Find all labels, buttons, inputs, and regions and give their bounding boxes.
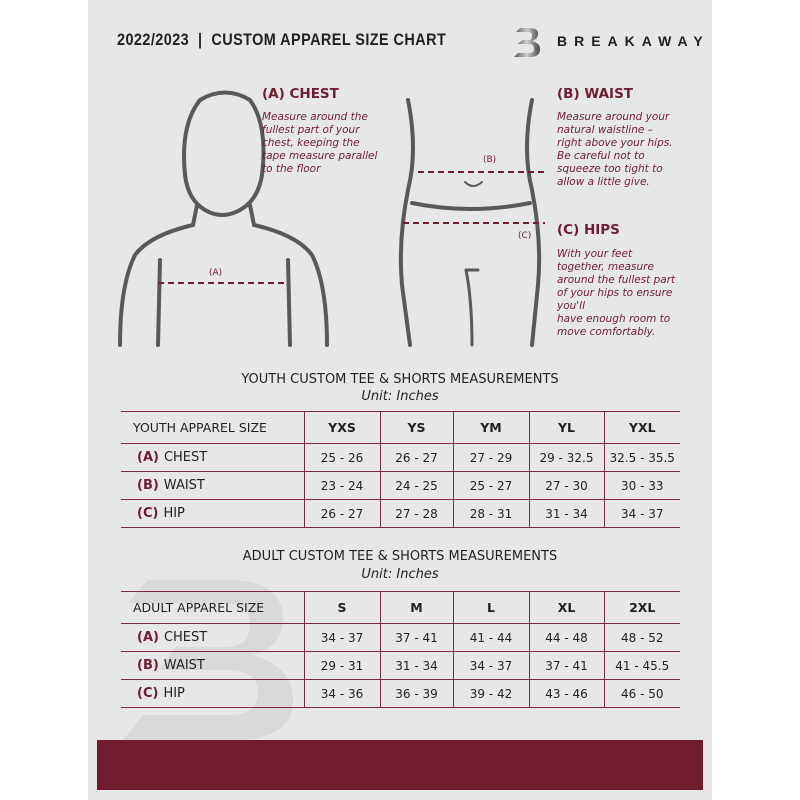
measurement-code: (C) xyxy=(137,506,159,521)
table-row: (B) WAIST 29 - 31 31 - 34 34 - 37 37 - 41 41 -… xyxy=(121,651,680,680)
chest-instructions: Measure around the fullest part of your … xyxy=(262,111,378,175)
measurement-name: CHEST xyxy=(163,630,208,645)
youth-table-title: YOUTH CUSTOM TEE & SHORTS MEASUREMENTS xyxy=(241,372,559,387)
measurement-label: (B) WAIST xyxy=(121,651,304,680)
table-row: (A) CHEST 25 - 26 26 - 27 27 - 29 29 - 32.5 32… xyxy=(121,443,680,472)
measurement-name: HIP xyxy=(163,506,185,521)
size-column-header: YXL xyxy=(603,411,680,444)
measurement-value: 24 - 25 xyxy=(379,471,453,500)
measurement-value: 26 - 27 xyxy=(379,443,453,472)
waist-instructions: Measure around your natural waistline – … xyxy=(557,111,673,188)
measurement-value: 27 - 30 xyxy=(528,471,604,500)
table-row: (C) HIP 34 - 36 36 - 39 39 - 42 43 - 46 46 - 5… xyxy=(121,679,680,708)
size-column-header: YS xyxy=(379,411,453,444)
measurement-value: 25 - 26 xyxy=(303,443,380,472)
adult-table-unit: Unit: Inches xyxy=(361,567,439,582)
measurement-value: 32.5 - 35.5 xyxy=(603,443,680,472)
table-header-row: ADULT APPAREL SIZE S M L XL 2XL xyxy=(121,591,680,624)
size-column-header: YXS xyxy=(303,411,380,444)
measurement-code: (B) xyxy=(137,658,159,673)
size-column-header: 2XL xyxy=(603,591,680,624)
measurement-name: CHEST xyxy=(163,450,208,465)
upper-body-figure xyxy=(118,90,329,347)
page-title: 2022/2023 | CUSTOM APPAREL SIZE CHART xyxy=(117,30,447,49)
breakaway-logo-icon xyxy=(514,28,540,57)
waist-heading: (B) WAIST xyxy=(557,86,634,102)
size-column-header: L xyxy=(452,591,529,624)
table-row: (A) CHEST 34 - 37 37 - 41 41 - 44 44 - 48 48 -… xyxy=(121,623,680,652)
hips-instructions: With your feet together, measure around … xyxy=(557,248,676,338)
measurement-value: 29 - 31 xyxy=(303,651,380,680)
measurement-value: 23 - 24 xyxy=(303,471,380,500)
lower-body-figure xyxy=(398,98,542,347)
measurement-value: 46 - 50 xyxy=(603,679,680,708)
measurement-value: 29 - 32.5 xyxy=(528,443,604,472)
table-row: (C) HIP 26 - 27 27 - 28 28 - 31 31 - 34 34 - 3… xyxy=(121,499,680,528)
measurement-value: 44 - 48 xyxy=(528,623,604,652)
measurement-value: 27 - 29 xyxy=(452,443,529,472)
size-column-header: S xyxy=(303,591,380,624)
table-header-row: YOUTH APPAREL SIZE YXS YS YM YL YXL xyxy=(121,411,680,444)
youth-size-table: YOUTH APPAREL SIZE YXS YS YM YL YXL (A) CHEST 25… xyxy=(121,411,680,528)
measurement-value: 37 - 41 xyxy=(528,651,604,680)
hips-heading: (C) HIPS xyxy=(557,222,620,238)
size-column-header: YL xyxy=(528,411,604,444)
measurement-value: 36 - 39 xyxy=(379,679,453,708)
measurement-value: 34 - 37 xyxy=(452,651,529,680)
chest-heading: (A) CHEST xyxy=(262,86,339,102)
measurement-value: 34 - 36 xyxy=(303,679,380,708)
chest-marker: (A) xyxy=(209,268,223,278)
measurement-label: (C) HIP xyxy=(121,679,304,708)
measurement-value: 39 - 42 xyxy=(452,679,529,708)
measurement-name: HIP xyxy=(163,686,185,701)
measurement-value: 25 - 27 xyxy=(452,471,529,500)
measurement-value: 43 - 46 xyxy=(528,679,604,708)
adult-size-table: ADULT APPAREL SIZE S M L XL 2XL (A) CHEST 34 - 3… xyxy=(121,591,680,708)
adult-table-title: ADULT CUSTOM TEE & SHORTS MEASUREMENTS xyxy=(242,549,558,564)
measurement-code: (A) xyxy=(137,630,159,645)
table-row: (B) WAIST 23 - 24 24 - 25 25 - 27 27 - 30 30 -… xyxy=(121,471,680,500)
measurement-value: 41 - 45.5 xyxy=(603,651,680,680)
measurement-value: 31 - 34 xyxy=(528,499,604,528)
measurement-code: (B) xyxy=(137,478,159,493)
measurement-value: 41 - 44 xyxy=(452,623,529,652)
footer-band xyxy=(97,740,703,790)
size-column-header: XL xyxy=(528,591,604,624)
measurement-label: (A) CHEST xyxy=(121,443,304,472)
measurement-code: (C) xyxy=(137,686,159,701)
measurement-label: (C) HIP xyxy=(121,499,304,528)
measurement-value: 30 - 33 xyxy=(603,471,680,500)
body-measurement-illustrations xyxy=(118,90,545,347)
measurement-name: WAIST xyxy=(163,658,205,673)
measurement-label: (A) CHEST xyxy=(121,623,304,652)
measurement-value: 28 - 31 xyxy=(452,499,529,528)
measurement-value: 27 - 28 xyxy=(379,499,453,528)
hips-marker: (C) xyxy=(518,231,532,241)
measurement-code: (A) xyxy=(137,450,159,465)
measurement-value: 31 - 34 xyxy=(379,651,453,680)
measurement-name: WAIST xyxy=(163,478,205,493)
measurement-value: 48 - 52 xyxy=(603,623,680,652)
size-header: YOUTH APPAREL SIZE xyxy=(121,411,304,444)
size-column-header: YM xyxy=(452,411,529,444)
youth-table-unit: Unit: Inches xyxy=(361,389,439,404)
brand-name: BREAKAWAY xyxy=(557,33,710,49)
measurement-value: 26 - 27 xyxy=(303,499,380,528)
measurement-value: 37 - 41 xyxy=(379,623,453,652)
measurement-value: 34 - 37 xyxy=(603,499,680,528)
waist-marker: (B) xyxy=(483,155,497,165)
size-header: ADULT APPAREL SIZE xyxy=(121,591,304,624)
measurement-value: 34 - 37 xyxy=(303,623,380,652)
measurement-label: (B) WAIST xyxy=(121,471,304,500)
size-column-header: M xyxy=(379,591,453,624)
